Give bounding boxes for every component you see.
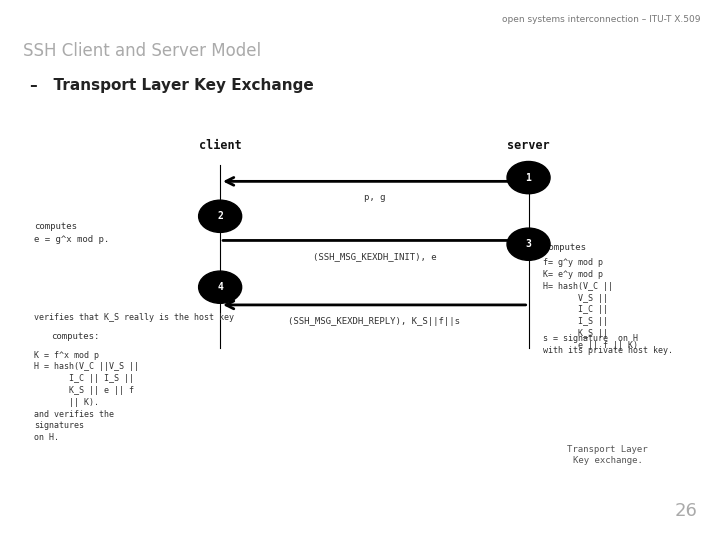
Text: 4: 4: [217, 282, 223, 292]
Text: 1: 1: [526, 173, 531, 183]
Text: f= g^y mod p
K= e^y mod p
H= hash(V_C ||
       V_S ||
       I_C ||
       I_S : f= g^y mod p K= e^y mod p H= hash(V_C ||…: [543, 258, 638, 350]
Text: verifies that K_S really is the host key: verifies that K_S really is the host key: [34, 313, 234, 322]
Text: 3: 3: [526, 239, 531, 249]
Text: open systems interconnection – ITU-T X.509: open systems interconnection – ITU-T X.5…: [502, 15, 701, 24]
Text: computes: computes: [543, 243, 586, 252]
Text: p, g: p, g: [364, 193, 385, 202]
Text: (SSH_MSG_KEXDH_REPLY), K_S||f||s: (SSH_MSG_KEXDH_REPLY), K_S||f||s: [288, 317, 460, 326]
Text: Transport Layer
Key exchange.: Transport Layer Key exchange.: [567, 444, 648, 465]
Text: s = signature  on H
with its private host key.: s = signature on H with its private host…: [543, 334, 673, 355]
Circle shape: [199, 200, 242, 232]
Text: (SSH_MSG_KEXDH_INIT), e: (SSH_MSG_KEXDH_INIT), e: [312, 252, 436, 261]
Circle shape: [507, 228, 550, 260]
Text: computes: computes: [34, 221, 76, 231]
Text: server: server: [507, 139, 550, 152]
Text: 2: 2: [217, 211, 223, 221]
Text: e = g^x mod p.: e = g^x mod p.: [34, 234, 109, 244]
Text: 26: 26: [675, 502, 698, 520]
Text: SSH Client and Server Model: SSH Client and Server Model: [23, 42, 261, 60]
Text: client: client: [199, 139, 241, 152]
Circle shape: [199, 271, 242, 303]
Circle shape: [507, 161, 550, 194]
Text: –   Transport Layer Key Exchange: – Transport Layer Key Exchange: [30, 78, 314, 93]
Text: K = f^x mod p
H = hash(V_C ||V_S ||
       I_C || I_S ||
       K_S || e || f
  : K = f^x mod p H = hash(V_C ||V_S || I_C …: [34, 350, 139, 442]
Text: computes:: computes:: [52, 332, 100, 341]
